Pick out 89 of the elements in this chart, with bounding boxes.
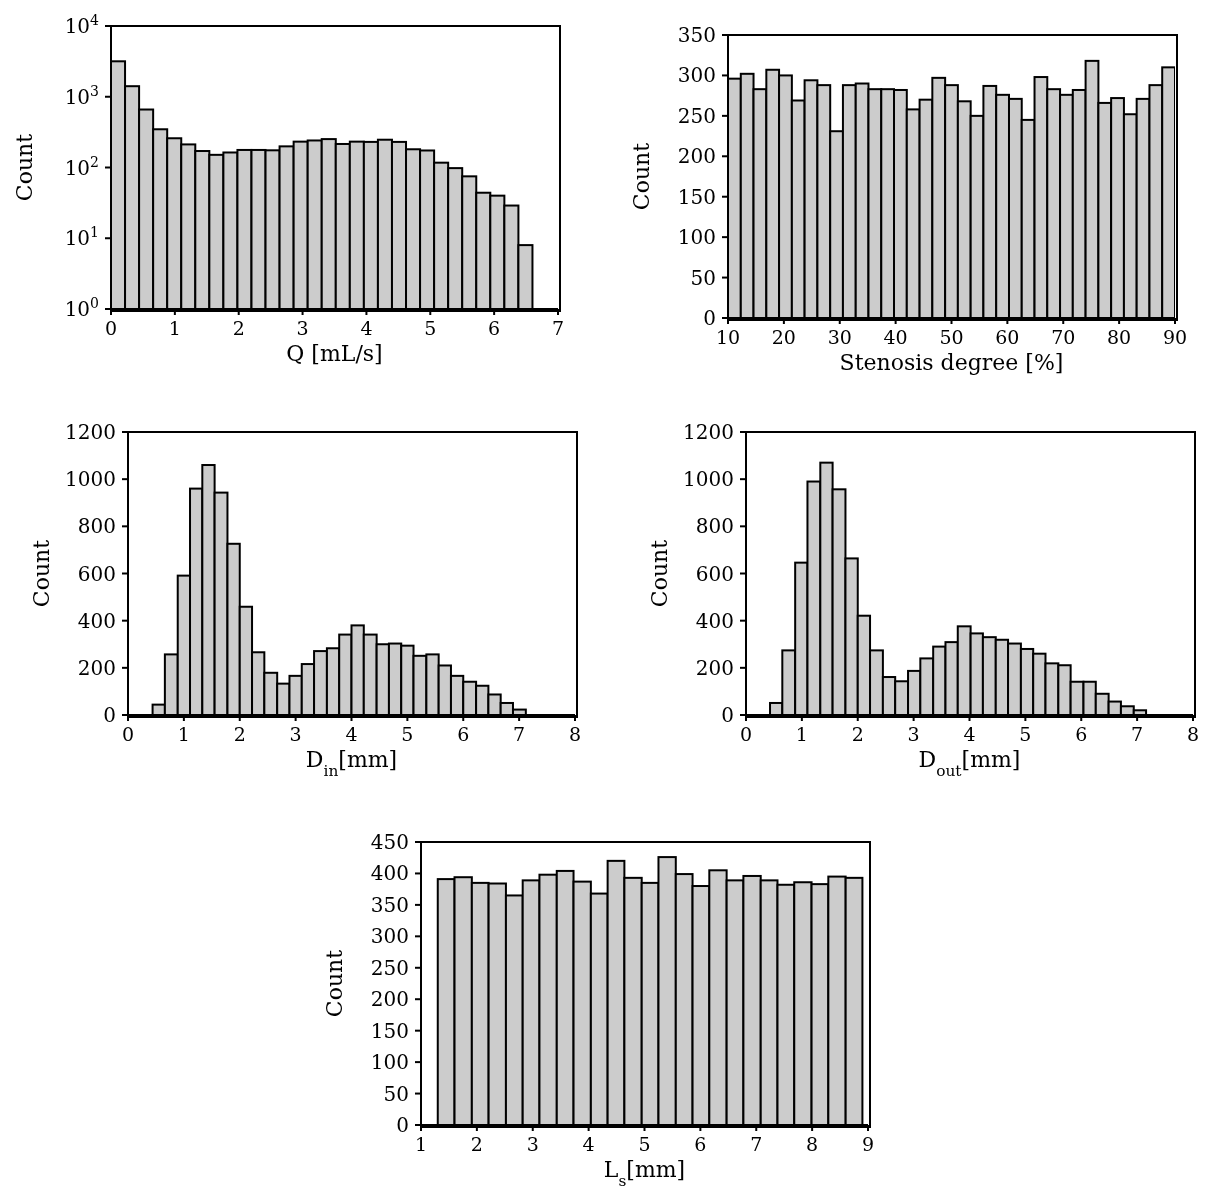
x-tick-label: 8 <box>568 723 582 745</box>
x-tick-label: 5 <box>638 1133 651 1155</box>
x-tick-label: 5 <box>424 317 437 339</box>
y-tick-label: 1000 <box>683 467 734 492</box>
x-tick-label: 7 <box>750 1133 763 1155</box>
x-tick-label: 5 <box>1019 723 1032 745</box>
y-axis-title: Count <box>29 539 54 608</box>
x-tick-label: 7 <box>1131 723 1144 745</box>
x-tick-label: 30 <box>827 326 852 348</box>
x-tick-label: 40 <box>883 326 908 348</box>
y-axis-title: Count <box>629 142 654 211</box>
x-tick-label: 6 <box>457 723 470 745</box>
x-tick-label: 4 <box>345 723 358 745</box>
x-tick-label: 1 <box>168 317 181 339</box>
y-tick-label: 50 <box>690 265 716 290</box>
y-tick-label: 250 <box>370 955 409 980</box>
x-tick-label: 3 <box>526 1133 539 1155</box>
x-tick-label: 60 <box>995 326 1020 348</box>
x-tick-label: 0 <box>121 723 135 745</box>
x-tick-label: 8 <box>806 1133 819 1155</box>
y-tick-label: 150 <box>370 1018 409 1043</box>
y-tick-label: 10$^{4}$ <box>64 12 100 38</box>
y-tick-label: 800 <box>695 514 734 539</box>
y-tick-label: 400 <box>77 608 116 633</box>
y-tick-label: 10$^{1}$ <box>64 224 99 251</box>
y-tick-label: 1200 <box>683 420 734 444</box>
x-tick-label: 90 <box>1162 326 1188 348</box>
y-tick-label: 600 <box>77 561 116 586</box>
y-tick-label: 10$^{3}$ <box>64 82 99 109</box>
y-axis-title: Count <box>12 133 37 202</box>
y-axis-title: Count <box>647 539 672 608</box>
y-tick-label: 200 <box>677 144 716 169</box>
y-tick-label: 400 <box>695 608 734 633</box>
y-tick-label: 250 <box>677 103 716 128</box>
x-tick-label: 2 <box>233 723 246 745</box>
y-tick-label: 0 <box>103 703 116 727</box>
y-tick-label: 350 <box>677 23 716 47</box>
y-tick-label: 1000 <box>65 467 116 492</box>
x-tick-label: 6 <box>1075 723 1088 745</box>
x-tick-label: 7 <box>551 317 565 339</box>
y-tick-label: 600 <box>695 561 734 586</box>
y-tick-label: 300 <box>370 924 409 949</box>
x-tick-label: 2 <box>851 723 864 745</box>
x-tick-label: 1 <box>414 1133 428 1155</box>
x-axis-title: Q [mL/s] <box>286 341 383 366</box>
y-tick-label: 100 <box>677 225 716 250</box>
x-tick-label: 80 <box>1107 326 1132 348</box>
y-tick-label: 350 <box>370 892 409 917</box>
x-axis-title: L$_{s}$[mm] <box>603 1157 686 1190</box>
x-tick-label: 1 <box>795 723 808 745</box>
x-tick-label: 9 <box>861 1133 875 1155</box>
x-tick-label: 4 <box>360 317 373 339</box>
x-tick-label: 1 <box>177 723 190 745</box>
x-tick-label: 8 <box>1186 723 1200 745</box>
x-tick-label: 4 <box>582 1133 595 1155</box>
x-axis-title: D$_{in}$[mm] <box>305 747 398 780</box>
y-tick-label: 300 <box>677 63 716 88</box>
x-tick-label: 3 <box>296 317 309 339</box>
x-axis-title: D$_{out}$[mm] <box>918 747 1021 780</box>
y-tick-label: 450 <box>370 830 409 854</box>
x-tick-label: 50 <box>939 326 964 348</box>
y-axis-title: Count <box>322 949 347 1018</box>
x-tick-label: 3 <box>907 723 920 745</box>
x-tick-label: 7 <box>513 723 526 745</box>
y-tick-label: 10$^{0}$ <box>64 295 99 321</box>
x-tick-label: 2 <box>232 317 245 339</box>
y-tick-label: 0 <box>396 1113 409 1137</box>
y-tick-label: 0 <box>721 703 734 727</box>
y-tick-label: 200 <box>695 655 734 680</box>
y-tick-label: 200 <box>370 987 409 1012</box>
y-tick-label: 150 <box>677 184 716 209</box>
y-tick-label: 50 <box>383 1081 409 1106</box>
y-tick-label: 10$^{2}$ <box>64 153 99 180</box>
y-tick-label: 1200 <box>65 420 116 444</box>
x-tick-label: 3 <box>289 723 302 745</box>
y-tick-label: 400 <box>370 861 409 886</box>
x-tick-label: 6 <box>488 317 501 339</box>
x-tick-label: 10 <box>715 326 741 348</box>
y-tick-label: 100 <box>370 1050 409 1075</box>
x-tick-label: 20 <box>771 326 796 348</box>
x-tick-label: 70 <box>1051 326 1076 348</box>
y-tick-label: 800 <box>77 514 116 539</box>
x-tick-label: 0 <box>739 723 753 745</box>
x-tick-label: 2 <box>470 1133 483 1155</box>
x-tick-label: 6 <box>694 1133 707 1155</box>
x-axis-title: Stenosis degree [%] <box>839 350 1064 375</box>
x-tick-label: 5 <box>401 723 414 745</box>
y-tick-label: 200 <box>77 655 116 680</box>
x-tick-label: 4 <box>963 723 976 745</box>
